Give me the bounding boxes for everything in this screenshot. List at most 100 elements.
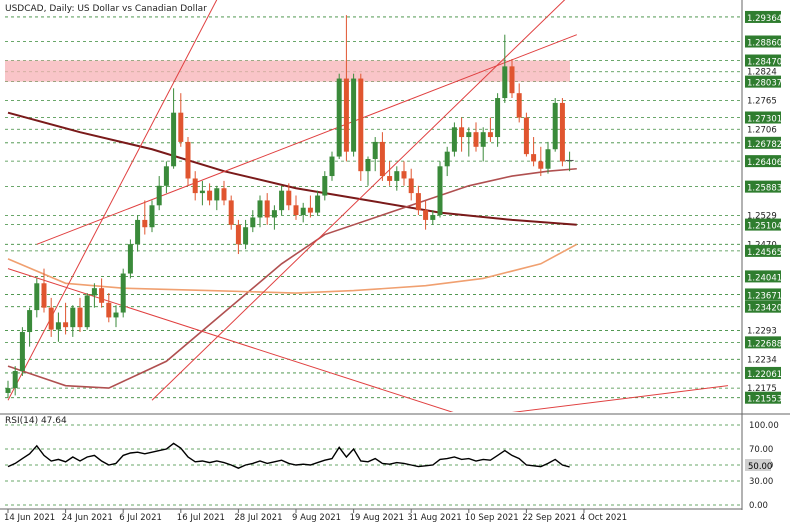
price-level-tag (745, 300, 781, 313)
candle-body (307, 207, 313, 213)
candle-body (207, 190, 213, 201)
rsi-level-label: 0.00 (749, 501, 768, 511)
price-level-tag (745, 366, 781, 379)
candle-body (509, 66, 515, 94)
candle-body (192, 178, 198, 194)
candle-body (63, 322, 69, 328)
price-level-tag (745, 111, 781, 124)
candle-body (55, 322, 61, 330)
candle-body (365, 158, 371, 172)
candle-body (459, 127, 465, 138)
date-tick-label: 4 Oct 2021 (580, 513, 627, 523)
candle-body (444, 151, 450, 167)
price-level-tag (745, 288, 781, 301)
candle-body (99, 288, 105, 303)
candle-body (516, 93, 522, 118)
candle-body (495, 98, 501, 138)
candle-body (538, 161, 544, 169)
trendline (36, 34, 577, 245)
candle-body (286, 190, 292, 206)
candle-body (106, 302, 112, 318)
candle-body (387, 176, 393, 181)
date-tick-label: 24 Jun 2021 (62, 513, 113, 523)
trendline (7, 268, 454, 412)
price-level-tag (745, 336, 781, 349)
candle-body (523, 117, 529, 155)
price-level-label: 1.25104 (747, 222, 782, 232)
candle-body (531, 154, 537, 162)
price-level-label: 1.23420 (747, 304, 782, 314)
price-tick-label: 1.2175 (747, 384, 777, 394)
price-level-label: 1.28860 (747, 39, 782, 49)
price-level-label: 1.29364 (747, 14, 782, 24)
price-level-label: 1.21553 (747, 395, 782, 405)
candle-body (358, 78, 364, 172)
candle-body (185, 141, 191, 179)
price-level-label: 1.22688 (747, 339, 782, 349)
price-level-tag (745, 270, 781, 283)
candle-body (545, 149, 551, 169)
candle-body (149, 205, 155, 228)
trendline (511, 385, 729, 412)
candle-body (156, 185, 162, 206)
candle-body (394, 171, 400, 181)
candle-body (70, 307, 76, 328)
candle-body (77, 307, 83, 328)
candle-body (27, 310, 33, 333)
candle-body (315, 195, 321, 213)
price-tick-label: 1.2824 (747, 68, 777, 78)
price-tick-label: 1.2529 (747, 212, 777, 222)
candle-body (336, 78, 342, 157)
price-level-label: 1.26406 (747, 158, 782, 168)
candle-body (473, 132, 479, 147)
candle-body (351, 78, 357, 152)
chart-title: USDCAD, Daily: US Dollar vs Canadian Dol… (5, 4, 207, 14)
price-tick-label: 1.2234 (747, 355, 777, 365)
candle-body (127, 244, 133, 274)
price-level-tag (745, 244, 781, 257)
price-level-tag (745, 10, 781, 23)
candle-body (84, 295, 90, 328)
date-tick-label: 22 Sep 2021 (522, 513, 576, 523)
rsi-current-tag (745, 459, 771, 471)
price-level-label: 1.28470 (747, 58, 782, 68)
candle-body (480, 132, 486, 147)
resistance-zone (5, 60, 570, 82)
price-level-label: 1.23671 (747, 291, 782, 301)
price-level-tag (745, 218, 781, 231)
rsi-level-label: 30.00 (749, 477, 773, 487)
candle-body (329, 156, 335, 177)
candle-body (423, 210, 429, 220)
candle-body (250, 217, 256, 228)
moving-average-line (7, 111, 577, 226)
candle-body (408, 178, 414, 194)
candle-body (171, 112, 177, 167)
candle-body (466, 132, 472, 138)
date-tick-label: 6 Jul 2021 (119, 513, 162, 523)
date-tick-label: 10 Sep 2021 (465, 513, 519, 523)
candle-body (487, 132, 493, 138)
price-level-label: 1.26782 (747, 140, 782, 150)
price-tick-label: 1.2706 (747, 125, 777, 135)
rsi-line (7, 442, 570, 469)
candle-body (34, 283, 40, 311)
candle-body (243, 227, 249, 245)
price-level-label: 1.27301 (747, 115, 782, 125)
candle-body (502, 66, 508, 99)
price-level-label: 1.22061 (747, 370, 782, 380)
candle-body (559, 102, 565, 162)
price-level-label: 1.24041 (747, 273, 782, 283)
candle-body (48, 307, 54, 330)
date-tick-label: 9 Aug 2021 (292, 513, 341, 523)
candle-body (343, 78, 349, 152)
candle-body (178, 112, 184, 142)
trendline (151, 0, 566, 401)
candle-body (41, 283, 47, 308)
rsi-level-label: 100.00 (749, 421, 779, 431)
price-level-tag (745, 391, 781, 404)
candle-body (257, 200, 263, 218)
date-tick-label: 31 Aug 2021 (407, 513, 461, 523)
rsi-level-label: 70.00 (749, 445, 773, 455)
